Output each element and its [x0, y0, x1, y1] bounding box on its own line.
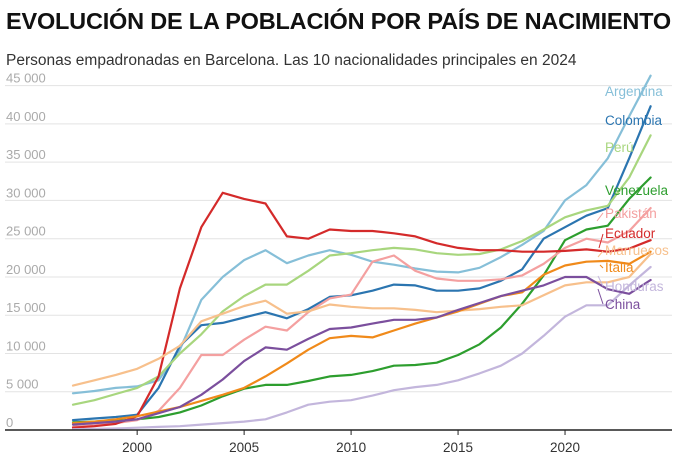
series-label-argentina: Argentina — [605, 84, 663, 99]
series-label-ecuador: Ecuador — [605, 226, 656, 241]
x-tick-label: 2010 — [336, 440, 366, 455]
y-tick-label: 40 000 — [6, 109, 46, 124]
series-label-colombia: Colombia — [605, 113, 663, 128]
series-label-honduras: Honduras — [605, 279, 664, 294]
y-tick-label: 30 000 — [6, 185, 46, 200]
series-line-perú — [71, 134, 652, 406]
y-tick-label: 20 000 — [6, 262, 46, 277]
y-tick-label: 35 000 — [6, 147, 46, 162]
axes: 2000 2005 2010 2015 2020 — [5, 429, 672, 455]
series-line-venezuela — [71, 176, 652, 424]
chart-subtitle: Personas empadronadas en Barcelona. Las … — [6, 52, 577, 69]
y-tick-label: 0 — [6, 415, 13, 430]
label-leader — [598, 233, 604, 249]
chart-title: EVOLUCIÓN DE LA POBLACIÓN POR PAÍS DE NA… — [6, 8, 671, 34]
series-line-colombia — [71, 105, 652, 422]
series-label-perú: Perú — [605, 140, 634, 155]
series-labels: Argentina Colombia Perú Venezuela Pakistán Ec… — [596, 84, 669, 312]
y-tick-label: 10 000 — [6, 338, 46, 353]
series-label-china: China — [605, 297, 641, 312]
y-tick-label: 5 000 — [6, 377, 39, 392]
series-label-marruecos: Marruecos — [605, 243, 669, 258]
y-tick-label: 45 000 — [6, 71, 46, 86]
x-tick-label: 2015 — [443, 440, 473, 455]
label-leader — [597, 288, 604, 305]
series-lines — [71, 74, 652, 431]
y-tick-label: 15 000 — [6, 300, 46, 315]
label-leader — [596, 212, 604, 222]
series-line-pakistán — [71, 207, 652, 428]
label-leader — [597, 275, 604, 287]
series-line-marruecos — [71, 252, 652, 387]
label-leader — [597, 250, 604, 258]
series-line-argentina — [71, 74, 652, 395]
series-line-china — [71, 275, 652, 426]
series-line-ecuador — [71, 191, 652, 429]
series-label-pakistán: Pakistán — [605, 206, 657, 221]
x-tick-label: 2000 — [122, 440, 152, 455]
gridlines: 0 5 000 10 000 15 000 20 000 25 000 30 000 35 0… — [5, 71, 672, 430]
label-leader — [599, 264, 604, 269]
series-label-venezuela: Venezuela — [605, 183, 669, 198]
series-label-italia: Italia — [605, 260, 634, 275]
x-tick-label: 2005 — [229, 440, 259, 455]
x-tick-label: 2020 — [550, 440, 580, 455]
y-tick-label: 25 000 — [6, 224, 46, 239]
series-line-honduras — [71, 265, 652, 431]
